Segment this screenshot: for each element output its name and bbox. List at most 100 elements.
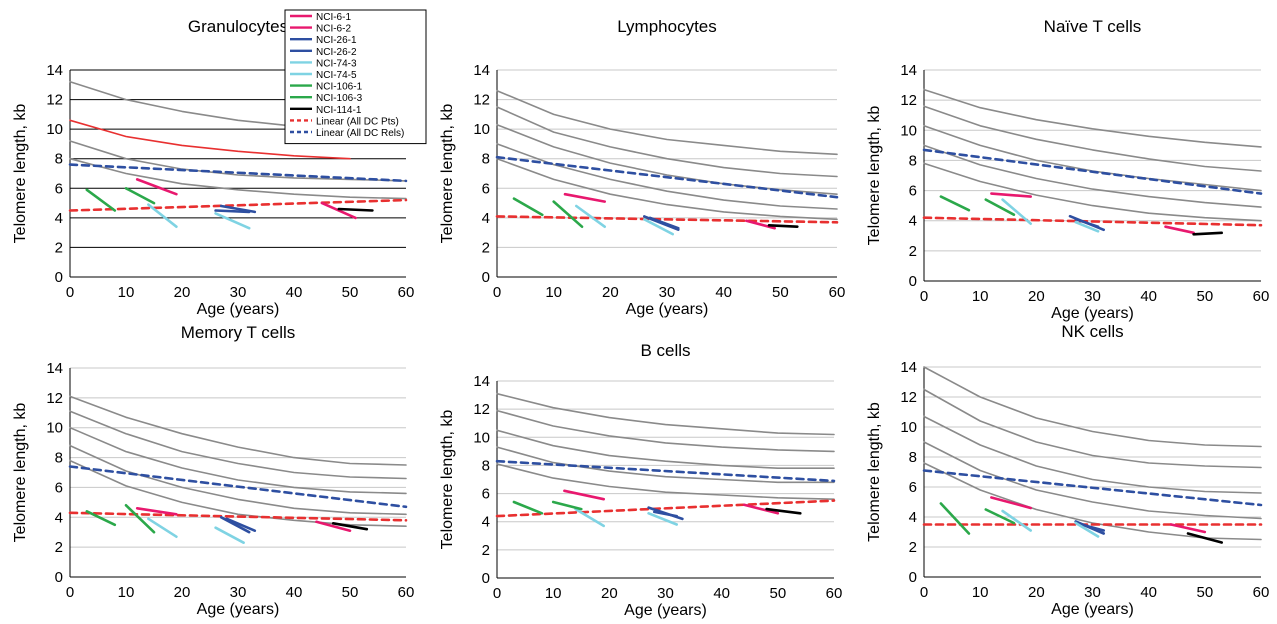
legend-label: NCI-74-3 xyxy=(316,58,357,69)
percentile-curve xyxy=(69,459,407,528)
x-tick-label: 60 xyxy=(829,284,846,301)
panel-memory-t-cells: 0 2 4 6 8 10 12 14 0 10 20 30 40 50 60 Memory T cells Ag… xyxy=(12,323,414,618)
series-nci-74-5 xyxy=(1074,220,1100,233)
legend: NCI-6-1NCI-6-2NCI-26-1NCI-26-2NCI-74-3NC… xyxy=(284,9,427,145)
series-nci-26-2 xyxy=(214,209,251,214)
percentile-curve xyxy=(923,415,1262,494)
y-tick-label: 0 xyxy=(55,569,63,586)
x-tick-label: 60 xyxy=(398,584,415,601)
x-tick-label: 50 xyxy=(1196,288,1213,305)
series-nci-74-5 xyxy=(1074,521,1100,538)
x-tick-label: 20 xyxy=(601,585,618,602)
y-tick-label: 8 xyxy=(909,152,917,169)
series-nci-106-1 xyxy=(85,188,117,212)
fit-relatives-line xyxy=(922,148,1263,195)
percentile-curve xyxy=(923,125,1262,192)
legend-label: NCI-6-2 xyxy=(316,24,351,35)
percentile-curve xyxy=(69,140,407,182)
x-tick-label: 50 xyxy=(1196,584,1213,601)
x-tick-label: 30 xyxy=(230,284,247,301)
fit-patients-line xyxy=(922,216,1263,227)
fit-patients-line xyxy=(495,499,836,518)
y-tick-label: 0 xyxy=(482,269,490,286)
percentile-curve xyxy=(923,105,1262,172)
series-nci-106-3 xyxy=(552,200,584,228)
series-nci-114-1 xyxy=(1192,231,1223,236)
y-tick-label: 10 xyxy=(473,121,490,138)
panel-granulocytes: 0 2 4 6 8 10 12 14 0 10 20 30 40 50 60 Granulocytes Age … xyxy=(12,17,414,318)
legend-label: NCI-6-1 xyxy=(316,12,351,23)
y-tick-label: 14 xyxy=(473,62,490,79)
x-tick-label: 30 xyxy=(657,585,674,602)
series-nci-114-1 xyxy=(1186,532,1223,544)
percentile-curve xyxy=(496,106,838,178)
x-tick-label: 0 xyxy=(66,584,74,601)
fit-patients-line xyxy=(68,511,408,522)
y-tick-label: 8 xyxy=(482,457,490,474)
x-axis-label: Age (years) xyxy=(1051,601,1134,618)
series-nci-74-3 xyxy=(147,517,178,539)
x-tick-label: 10 xyxy=(545,284,562,301)
x-axis-label: Age (years) xyxy=(1051,305,1134,322)
x-tick-label: 10 xyxy=(118,284,135,301)
x-tick-label: 60 xyxy=(826,585,843,602)
fit-patients-line xyxy=(68,198,408,212)
percentile-curve xyxy=(496,463,835,501)
series-nci-114-1 xyxy=(337,207,374,212)
series-nci-106-3 xyxy=(551,500,583,511)
y-tick-label: 0 xyxy=(55,269,63,286)
y-tick-label: 12 xyxy=(46,92,63,109)
y-tick-label: 10 xyxy=(900,419,917,436)
y-tick-label: 6 xyxy=(909,183,917,200)
x-axis-label: Age (years) xyxy=(197,301,280,318)
series-nci-106-3 xyxy=(124,503,156,534)
panel-title: Lymphocytes xyxy=(617,17,717,36)
y-axis-label: Telomere length, kb xyxy=(12,104,29,244)
y-tick-label: 6 xyxy=(55,180,63,197)
y-tick-label: 12 xyxy=(473,92,490,109)
series-nci-6-1 xyxy=(135,506,178,516)
series-nci-6-1 xyxy=(563,489,606,501)
percentile-curve xyxy=(923,88,1262,148)
y-axis-label: Telomere length, kb xyxy=(439,410,456,550)
y-tick-label: 6 xyxy=(55,479,63,496)
series-nci-106-1 xyxy=(939,502,971,535)
y-tick-label: 4 xyxy=(909,213,917,230)
y-tick-label: 4 xyxy=(55,509,63,526)
y-tick-label: 12 xyxy=(900,389,917,406)
y-tick-label: 4 xyxy=(482,514,490,531)
series-nci-6-2 xyxy=(320,201,357,220)
y-tick-label: 8 xyxy=(55,151,63,168)
y-tick-label: 8 xyxy=(909,449,917,466)
x-tick-label: 40 xyxy=(715,284,732,301)
series-nci-6-2 xyxy=(1164,225,1195,235)
x-tick-label: 30 xyxy=(1084,288,1101,305)
panel-title: B cells xyxy=(640,341,690,360)
x-tick-label: 40 xyxy=(286,584,303,601)
series-nci-6-2 xyxy=(1169,523,1207,534)
series-nci-74-3 xyxy=(1001,509,1032,532)
percentile-curve xyxy=(923,144,1262,208)
y-tick-label: 4 xyxy=(909,509,917,526)
series-nci-106-1 xyxy=(512,197,544,217)
fit-relatives-line xyxy=(495,459,836,483)
y-tick-label: 2 xyxy=(482,542,490,559)
series-nci-106-1 xyxy=(512,500,544,515)
y-tick-label: 10 xyxy=(900,122,917,139)
series-nci-74-5 xyxy=(214,526,245,545)
percentile-curve xyxy=(496,392,835,436)
series-nci-114-1 xyxy=(331,521,369,531)
x-tick-label: 40 xyxy=(1140,288,1157,305)
x-tick-label: 0 xyxy=(920,584,928,601)
series-nci-74-3 xyxy=(1001,198,1032,225)
series-nci-26-2 xyxy=(652,510,679,518)
series-nci-74-5 xyxy=(214,212,251,230)
panel-title: Granulocytes xyxy=(188,17,288,36)
percentile-curve xyxy=(923,366,1262,448)
y-tick-label: 2 xyxy=(909,539,917,556)
panel-b-cells: 0 2 4 6 8 10 12 14 0 10 20 30 40 50 60 B cells Age (year… xyxy=(439,341,842,619)
series-nci-26-2 xyxy=(225,517,257,533)
y-tick-label: 6 xyxy=(482,180,490,197)
series-nci-26-1 xyxy=(219,515,251,534)
x-axis-label: Age (years) xyxy=(197,601,280,618)
